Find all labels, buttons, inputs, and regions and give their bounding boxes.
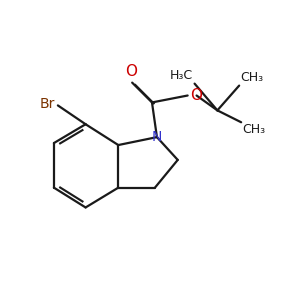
Text: CH₃: CH₃ bbox=[242, 123, 265, 136]
Text: H₃C: H₃C bbox=[169, 69, 193, 82]
Text: CH₃: CH₃ bbox=[240, 70, 263, 84]
Text: N: N bbox=[152, 130, 162, 144]
Text: Br: Br bbox=[40, 98, 55, 111]
Text: O: O bbox=[190, 88, 202, 103]
Text: O: O bbox=[125, 64, 137, 79]
